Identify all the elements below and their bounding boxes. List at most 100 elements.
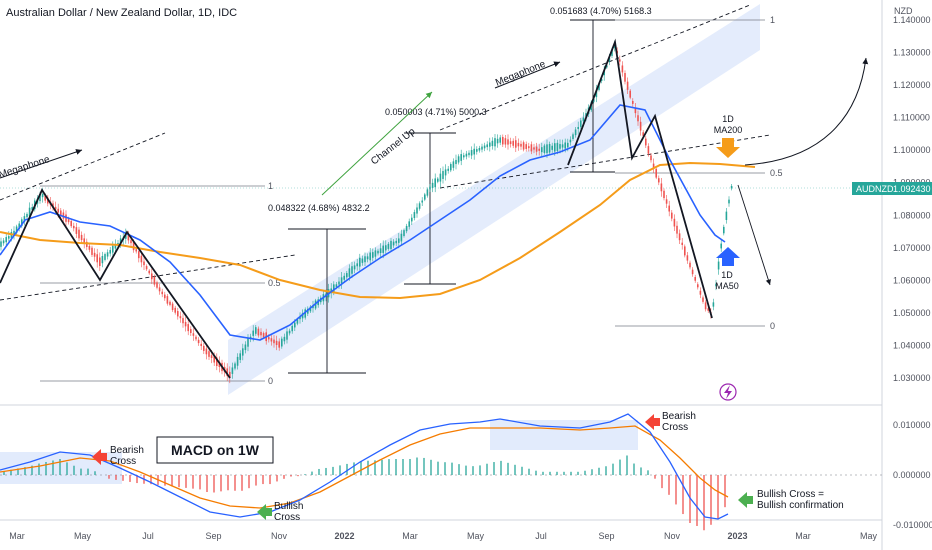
time-tick-label: Sep	[205, 531, 221, 541]
candle-body	[379, 248, 382, 253]
macd-histogram-bar	[591, 469, 593, 475]
candle-body	[465, 153, 468, 157]
macd-histogram-bar	[241, 475, 243, 491]
candle-body	[86, 241, 88, 247]
candle-body	[665, 199, 668, 204]
candle-body	[109, 250, 111, 254]
candle-body	[348, 268, 351, 277]
candle-body	[153, 276, 156, 285]
macd-histogram-bar	[528, 468, 530, 475]
candle-body	[351, 266, 353, 274]
macd-tick-label: 0.000000	[893, 470, 931, 480]
candle-body	[611, 49, 613, 56]
candle-body	[366, 256, 369, 260]
macd-histogram-bar	[668, 475, 670, 495]
svg-text:Cross: Cross	[274, 512, 300, 523]
svg-text:Cross: Cross	[110, 456, 136, 467]
macd-histogram-bar	[346, 463, 348, 475]
macd-histogram-bar	[724, 475, 726, 508]
macd-histogram-bar	[353, 462, 355, 475]
lightning-icon[interactable]	[719, 383, 737, 401]
svg-text:Bullish confirmation: Bullish confirmation	[757, 500, 844, 511]
candle-body	[244, 344, 247, 351]
time-tick-label: Nov	[271, 531, 288, 541]
candle-body	[686, 255, 689, 261]
candle-body	[226, 368, 228, 376]
macd-histogram-bar	[633, 463, 635, 475]
macd-histogram-bar	[675, 475, 677, 505]
candle-body	[382, 245, 384, 253]
chart-title: Australian Dollar / New Zealand Dollar, …	[6, 7, 237, 19]
candle-body	[353, 265, 356, 270]
candle-body	[294, 322, 296, 328]
bullish-arrow-icon	[257, 504, 272, 520]
bullish-cross: Bullish Cross	[257, 501, 303, 523]
candle-body	[629, 90, 631, 98]
candle-body	[164, 294, 166, 299]
candle-body	[606, 65, 608, 68]
time-tick-label: Mar	[9, 531, 25, 541]
candle-body	[580, 120, 582, 127]
candle-body	[673, 218, 676, 227]
bearish-cross-2: Bearish Cross	[645, 411, 696, 433]
candle-body	[213, 355, 215, 363]
candle-body	[340, 277, 343, 284]
time-axis: Mar May Jul Sep Nov 2022 Mar May Jul Sep Nov 2023 Ma…	[9, 531, 877, 541]
candle-body	[538, 148, 540, 151]
candle-body	[413, 212, 416, 219]
macd-histogram-bar	[717, 475, 719, 519]
price-tick-label: 1.120000	[893, 80, 931, 90]
candle-body	[658, 178, 660, 183]
macd-histogram-bar	[234, 475, 236, 491]
candle-body	[639, 121, 642, 131]
candle-body	[31, 207, 33, 210]
macd-histogram-bar	[472, 466, 474, 475]
candle-body	[374, 250, 377, 257]
candle-body	[530, 144, 533, 152]
candle-body	[278, 341, 280, 348]
macd-histogram-bar	[3, 471, 5, 475]
candle-body	[390, 240, 392, 250]
candle-body	[704, 302, 707, 310]
svg-text:MA200: MA200	[714, 125, 743, 135]
macd-histogram-bar	[10, 469, 12, 475]
candle-body	[369, 252, 371, 261]
macd-histogram-bar	[402, 459, 404, 475]
macd-histogram-bar	[486, 463, 488, 475]
macd-histogram-bar	[493, 462, 495, 475]
candle-body	[307, 308, 309, 314]
macd-histogram-bar	[388, 459, 390, 475]
price-tick-label: 1.060000	[893, 275, 931, 285]
price-tick-label: 1.140000	[893, 15, 931, 25]
candle-body	[730, 185, 733, 189]
bullish-arrow-icon	[738, 492, 753, 508]
candle-body	[296, 319, 299, 324]
candle-body	[104, 254, 106, 260]
candle-body	[398, 238, 400, 243]
candle-body	[5, 237, 7, 243]
svg-text:Cross: Cross	[662, 422, 688, 433]
candle-body	[234, 363, 236, 369]
candle-body	[210, 355, 213, 359]
ticker-badge: AUDNZD 1.092430	[852, 182, 932, 195]
candle-body	[229, 371, 231, 378]
candle-body	[463, 155, 465, 158]
candle-body	[624, 73, 626, 82]
candle-body	[372, 252, 374, 258]
macd-histogram-bar	[619, 459, 621, 475]
candle-body	[78, 229, 80, 239]
macd-histogram-bar	[696, 475, 698, 526]
candle-body	[450, 164, 452, 171]
candle-body	[691, 269, 694, 275]
bearish-cross-1: Bearish Cross	[92, 445, 144, 467]
candle-body	[408, 221, 410, 227]
candle-body	[650, 155, 652, 161]
macd-histogram-bar	[136, 475, 138, 484]
projection-arrow-up	[744, 57, 869, 166]
zigzag-1	[0, 188, 231, 379]
candle-body	[184, 321, 187, 327]
candle-body	[452, 161, 455, 168]
price-tick-label: 1.070000	[893, 243, 931, 253]
macd-histogram-bar	[416, 457, 418, 475]
candle-body	[455, 159, 457, 165]
